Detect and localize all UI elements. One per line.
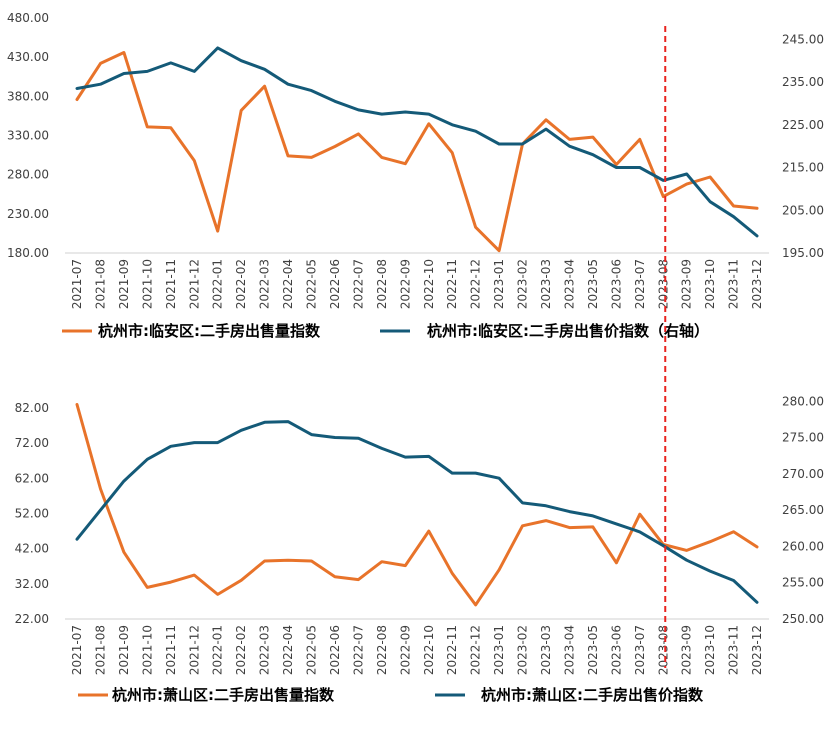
y-left-tick-label: 52.00 <box>15 507 49 521</box>
y-right-tick-label: 270.00 <box>782 467 824 481</box>
x-tick-label: 2021-11 <box>164 259 178 309</box>
x-tick-label: 2022-08 <box>375 625 389 675</box>
x-tick-label: 2021-11 <box>164 625 178 675</box>
x-tick-label: 2022-03 <box>258 625 272 675</box>
y-left-tick-label: 62.00 <box>15 471 49 485</box>
x-tick-label: 2021-12 <box>187 259 201 309</box>
legend-label: 杭州市:萧山区:二手房出售价指数 <box>481 686 704 704</box>
x-tick-label: 2022-02 <box>234 259 248 309</box>
x-tick-label: 2022-09 <box>398 259 412 309</box>
chart-panel-1: 480.00 430.00 380.00 330.00 280.00 230.00 180.… <box>7 11 824 340</box>
x-tick-label: 2023-01 <box>492 259 506 309</box>
x-tick-label: 2023-12 <box>750 625 764 675</box>
y-right-tick-label: 250.00 <box>782 612 824 626</box>
legend-label: 杭州市:临安区:二手房出售量指数 <box>98 322 321 340</box>
series-line-price <box>75 46 759 238</box>
x-tick-label: 2021-10 <box>140 259 154 309</box>
y-right-tick-label: 275.00 <box>782 431 824 445</box>
x-tick-label: 2022-11 <box>445 259 459 309</box>
x-tick-label: 2023-08 <box>656 259 670 309</box>
x-tick-label: 2021-10 <box>140 625 154 675</box>
x-tick-label: 2023-09 <box>680 259 694 309</box>
x-tick-label: 2023-02 <box>516 625 530 675</box>
y-right-tick-label: 260.00 <box>782 539 824 553</box>
x-tick-label: 2022-01 <box>211 625 225 675</box>
x-tick-label: 2023-06 <box>609 625 623 675</box>
x-tick-label: 2022-06 <box>328 625 342 675</box>
x-tick-label: 2023-04 <box>562 625 576 675</box>
y-left-tick-label: 180.00 <box>7 246 49 260</box>
x-tick-label: 2023-04 <box>562 259 576 309</box>
x-tick-label: 2022-10 <box>422 259 436 309</box>
y-left-tick-label: 32.00 <box>15 577 49 591</box>
x-tick-label: 2022-05 <box>305 625 319 675</box>
y-left-tick-label: 430.00 <box>7 50 49 64</box>
series-line-sales <box>75 403 759 607</box>
series-line-price <box>75 420 759 604</box>
y-left-tick-label: 42.00 <box>15 542 49 556</box>
x-tick-label: 2022-08 <box>375 259 389 309</box>
x-tick-label: 2023-03 <box>539 625 553 675</box>
x-tick-label: 2023-06 <box>609 259 623 309</box>
y-right-tick-label: 225.00 <box>782 118 824 132</box>
x-tick-label: 2022-01 <box>211 259 225 309</box>
x-tick-label: 2022-02 <box>234 625 248 675</box>
x-tick-label: 2023-05 <box>586 625 600 675</box>
y-right-tick-label: 255.00 <box>782 576 824 590</box>
y-left-tick-label: 230.00 <box>7 207 49 221</box>
x-tick-label: 2022-04 <box>281 259 295 309</box>
x-tick-label: 2021-09 <box>117 259 131 309</box>
x-tick-label: 2021-07 <box>70 625 84 675</box>
x-tick-label: 2023-11 <box>727 259 741 309</box>
y-right-tick-label: 265.00 <box>782 503 824 517</box>
y-left-tick-label: 280.00 <box>7 168 49 182</box>
x-tick-label: 2022-07 <box>351 259 365 309</box>
x-tick-label: 2022-11 <box>445 625 459 675</box>
x-tick-label: 2021-07 <box>70 259 84 309</box>
y-left-tick-label: 22.00 <box>15 612 49 626</box>
y-right-tick-label: 195.00 <box>782 246 824 260</box>
legend-label: 杭州市:临安区:二手房出售价指数（右轴） <box>427 322 709 340</box>
y-right-tick-label: 245.00 <box>782 32 824 46</box>
y-right-tick-label: 205.00 <box>782 203 824 217</box>
x-tick-label: 2023-03 <box>539 259 553 309</box>
x-tick-label: 2022-06 <box>328 259 342 309</box>
y-left-tick-label: 72.00 <box>15 436 49 450</box>
x-tick-label: 2023-11 <box>727 625 741 675</box>
x-tick-label: 2022-03 <box>258 259 272 309</box>
y-left-tick-label: 380.00 <box>7 89 49 103</box>
x-tick-label: 2023-09 <box>680 625 694 675</box>
x-tick-label: 2022-09 <box>398 625 412 675</box>
series-line-sales <box>75 51 759 253</box>
x-tick-label: 2023-12 <box>750 259 764 309</box>
x-tick-label: 2023-07 <box>633 625 647 675</box>
x-tick-label: 2021-12 <box>187 625 201 675</box>
legend-label: 杭州市:萧山区:二手房出售量指数 <box>112 686 335 704</box>
x-tick-label: 2023-05 <box>586 259 600 309</box>
chart-panel-2: 82.00 72.00 62.00 52.00 42.00 32.00 22.00 280.0… <box>15 394 824 704</box>
y-left-tick-label: 330.00 <box>7 129 49 143</box>
x-tick-label: 2022-05 <box>305 259 319 309</box>
y-left-tick-label: 480.00 <box>7 11 49 25</box>
x-tick-label: 2023-01 <box>492 625 506 675</box>
x-tick-label: 2022-12 <box>469 625 483 675</box>
x-tick-label: 2021-08 <box>93 259 107 309</box>
x-tick-label: 2023-07 <box>633 259 647 309</box>
x-tick-label: 2022-07 <box>351 625 365 675</box>
y-right-tick-label: 215.00 <box>782 161 824 175</box>
x-tick-label: 2021-09 <box>117 625 131 675</box>
y-left-tick-label: 82.00 <box>15 401 49 415</box>
x-tick-label: 2023-02 <box>516 259 530 309</box>
y-right-tick-label: 235.00 <box>782 75 824 89</box>
x-tick-label: 2022-04 <box>281 625 295 675</box>
x-tick-label: 2022-10 <box>422 625 436 675</box>
x-tick-label: 2022-12 <box>469 259 483 309</box>
x-tick-label: 2023-10 <box>703 259 717 309</box>
x-tick-label: 2023-08 <box>656 625 670 675</box>
x-tick-label: 2021-08 <box>93 625 107 675</box>
x-tick-label: 2023-10 <box>703 625 717 675</box>
y-right-tick-label: 280.00 <box>782 394 824 408</box>
